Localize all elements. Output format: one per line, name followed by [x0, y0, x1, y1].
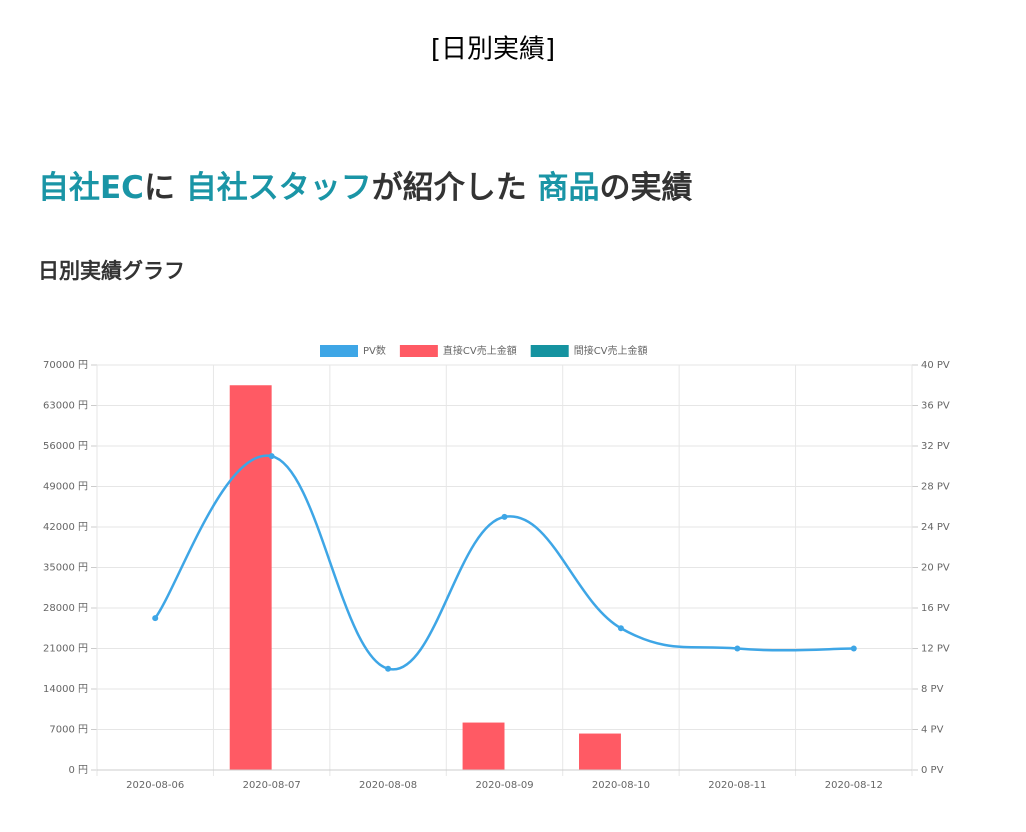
line [154, 454, 854, 671]
heading-segment: 商品 [538, 170, 600, 206]
legend-label: 間接CV売上金額 [574, 344, 648, 357]
subheading: 日別実績グラフ [38, 259, 185, 283]
y2-tick-label: 24 PV [921, 522, 950, 533]
point [152, 615, 159, 622]
heading-segment: が紹介した [372, 170, 538, 206]
legend-label: PV数 [363, 344, 386, 357]
y2-tick-label: 12 PV [921, 644, 950, 655]
legend: PV数 直接CV売上金額 間接CV売上金額 [320, 344, 648, 357]
heading-segment: に [144, 170, 186, 206]
x-tick-label: 2020-08-08 [359, 780, 417, 791]
bar [462, 722, 505, 770]
point [850, 645, 857, 652]
heading-segment: 自社EC [38, 170, 144, 206]
point [385, 665, 392, 672]
x-tick-label: 2020-08-07 [243, 780, 301, 791]
page-title: [日別実績] [431, 35, 555, 65]
y2-tick-label: 36 PV [921, 401, 950, 412]
y-tick-label: 42000 円 [43, 522, 88, 533]
y-tick-label: 7000 円 [49, 725, 88, 736]
heading-segment: の実績 [600, 170, 693, 206]
y-tick-label: 70000 円 [43, 360, 88, 371]
y-tick-label: 0 円 [68, 765, 88, 776]
heading: 自社ECに 自社スタッフが紹介した 商品の実績 [38, 170, 693, 206]
y2-tick-label: 8 PV [921, 684, 944, 695]
legend-swatch [530, 345, 569, 357]
y-tick-label: 63000 円 [43, 401, 88, 412]
y2-tick-label: 0 PV [921, 765, 944, 776]
point [268, 453, 275, 460]
y-tick-label: 56000 円 [43, 441, 88, 452]
point [617, 625, 624, 632]
legend-swatch [320, 345, 358, 357]
legend-swatch [399, 345, 438, 357]
y2-tick-label: 16 PV [921, 603, 950, 614]
point [501, 513, 508, 520]
y2-tick-label: 4 PV [921, 725, 944, 736]
y-tick-label: 14000 円 [43, 684, 88, 695]
y2-tick-label: 32 PV [921, 441, 950, 452]
y-tick-label: 35000 円 [43, 563, 88, 574]
x-tick-label: 2020-08-10 [592, 780, 650, 791]
y2-tick-label: 28 PV [921, 482, 950, 493]
y-tick-label: 28000 円 [43, 603, 88, 614]
bar [229, 385, 272, 770]
y2-tick-label: 40 PV [921, 360, 950, 371]
x-tick-label: 2020-08-12 [825, 780, 883, 791]
bar [579, 733, 621, 770]
legend-label: 直接CV売上金額 [443, 344, 517, 357]
x-tick-label: 2020-08-09 [475, 780, 533, 791]
heading-segment: 自社スタッフ [186, 170, 372, 206]
x-tick-label: 2020-08-06 [126, 780, 184, 791]
y2-tick-label: 20 PV [921, 563, 950, 574]
x-tick-label: 2020-08-11 [708, 780, 766, 791]
point [734, 645, 741, 652]
y-tick-label: 21000 円 [43, 644, 88, 655]
y-tick-label: 49000 円 [43, 482, 88, 493]
